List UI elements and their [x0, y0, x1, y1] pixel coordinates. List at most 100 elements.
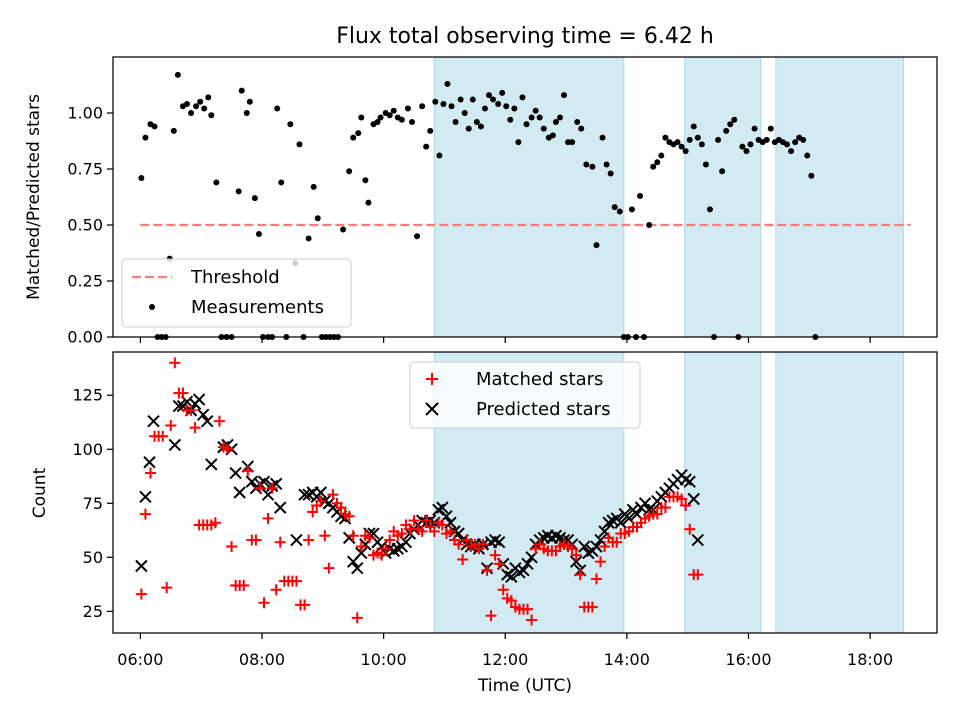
y-tick-label: 125	[72, 386, 103, 405]
measurement-point	[473, 118, 480, 125]
measurement-point	[599, 134, 606, 141]
predicted-stroke	[233, 486, 246, 499]
matched-star-marker	[299, 599, 311, 611]
predicted-stroke	[679, 473, 692, 486]
predicted-stroke	[622, 512, 636, 525]
predicted-stroke	[578, 540, 591, 553]
measurement-point	[503, 103, 510, 110]
measurement-point	[507, 116, 514, 123]
measurement-point	[800, 136, 807, 143]
matched-star-marker	[574, 569, 586, 581]
measurement-point	[650, 163, 657, 170]
measurement-point	[694, 134, 701, 141]
predicted-star-marker	[192, 393, 206, 406]
matched-star-marker	[323, 562, 335, 574]
predicted-stroke	[492, 536, 506, 549]
matched-star-marker	[242, 465, 254, 477]
predicted-star-marker	[351, 561, 364, 575]
measurement-point	[788, 148, 795, 155]
predicted-star-marker	[521, 557, 534, 571]
measurement-point	[374, 118, 381, 125]
measurement-point	[751, 125, 758, 132]
measurement-point	[419, 103, 426, 110]
measurement-point	[386, 112, 393, 119]
measurement-point	[561, 92, 568, 99]
matched-star-marker	[363, 532, 375, 544]
measurement-point	[414, 233, 421, 240]
predicted-stroke	[172, 399, 186, 413]
measurement-point	[404, 105, 411, 112]
measurement-point	[603, 161, 610, 168]
measurement-point	[251, 195, 258, 202]
matched-star-marker	[270, 584, 282, 596]
measurement-point	[532, 107, 539, 114]
matched-star-marker	[651, 508, 663, 520]
matched-star-marker	[477, 538, 489, 550]
measurement-point	[213, 179, 220, 186]
matched-star-marker	[262, 512, 274, 524]
chart-title: Flux total observing time = 6.42 h	[336, 24, 714, 49]
predicted-star-marker	[436, 501, 449, 514]
measurement-point	[461, 110, 468, 116]
measurement-point	[287, 121, 294, 128]
measurement-point	[465, 125, 472, 132]
matched-star-marker	[335, 502, 347, 514]
predicted-stroke	[444, 516, 457, 529]
shaded-interval	[684, 351, 762, 634]
matched-star-marker	[209, 517, 221, 529]
matched-star-marker	[343, 510, 355, 522]
matched-star-marker	[347, 530, 359, 542]
matched-star-marker	[169, 357, 181, 369]
matched-star-marker	[303, 534, 315, 546]
shaded-interval	[433, 56, 625, 338]
y-tick-label: 75	[83, 494, 103, 513]
measurement-point	[238, 87, 245, 94]
predicted-stroke	[298, 488, 311, 501]
predicted-stroke	[196, 408, 210, 421]
measurement-point	[448, 103, 455, 110]
y-tick-label: 0.00	[67, 328, 103, 347]
predicted-stroke	[691, 533, 705, 547]
measurement-point	[593, 242, 600, 249]
measurement-point	[698, 141, 705, 148]
matched-star-marker	[384, 534, 396, 546]
measurement-point	[151, 123, 158, 130]
measurement-point	[346, 168, 353, 175]
measurement-point	[183, 101, 190, 108]
measurement-point	[578, 125, 585, 132]
predicted-stroke	[630, 507, 644, 521]
predicted-star-marker	[590, 540, 603, 553]
predicted-stroke	[569, 555, 583, 568]
matched-star-marker	[457, 554, 469, 566]
legend-predicted-label: Predicted stars	[476, 399, 610, 420]
predicted-star-marker	[638, 497, 652, 510]
measurement-point	[305, 235, 312, 242]
measurement-point	[739, 143, 746, 150]
y-tick-label: 50	[83, 548, 103, 567]
predicted-stroke	[683, 475, 696, 488]
predicted-stroke	[517, 564, 530, 577]
measurement-point	[549, 132, 556, 139]
predicted-star-marker	[139, 490, 152, 504]
predicted-star-marker	[614, 516, 627, 529]
measurement-point	[469, 96, 476, 103]
predicted-stroke	[399, 536, 413, 549]
y-tick-label: 1.00	[67, 104, 103, 123]
predicted-stroke	[229, 466, 242, 480]
measurement-point	[556, 114, 563, 121]
matched-star-marker	[145, 467, 157, 479]
matched-star-marker	[351, 612, 363, 624]
predicted-star-marker	[168, 438, 182, 452]
measurement-point	[188, 110, 195, 116]
top-legend-box	[121, 258, 352, 328]
matched-star-marker	[522, 603, 534, 615]
bottom-count-points	[135, 357, 705, 626]
measurement-point	[519, 94, 526, 101]
matched-star-marker	[139, 508, 151, 520]
matched-star-marker	[254, 482, 266, 494]
legend-measurements-swatch	[149, 304, 155, 310]
measurement-point	[358, 114, 365, 121]
matched-star-marker	[570, 549, 582, 561]
predicted-star-marker	[196, 408, 210, 421]
matched-star-marker	[586, 601, 598, 613]
